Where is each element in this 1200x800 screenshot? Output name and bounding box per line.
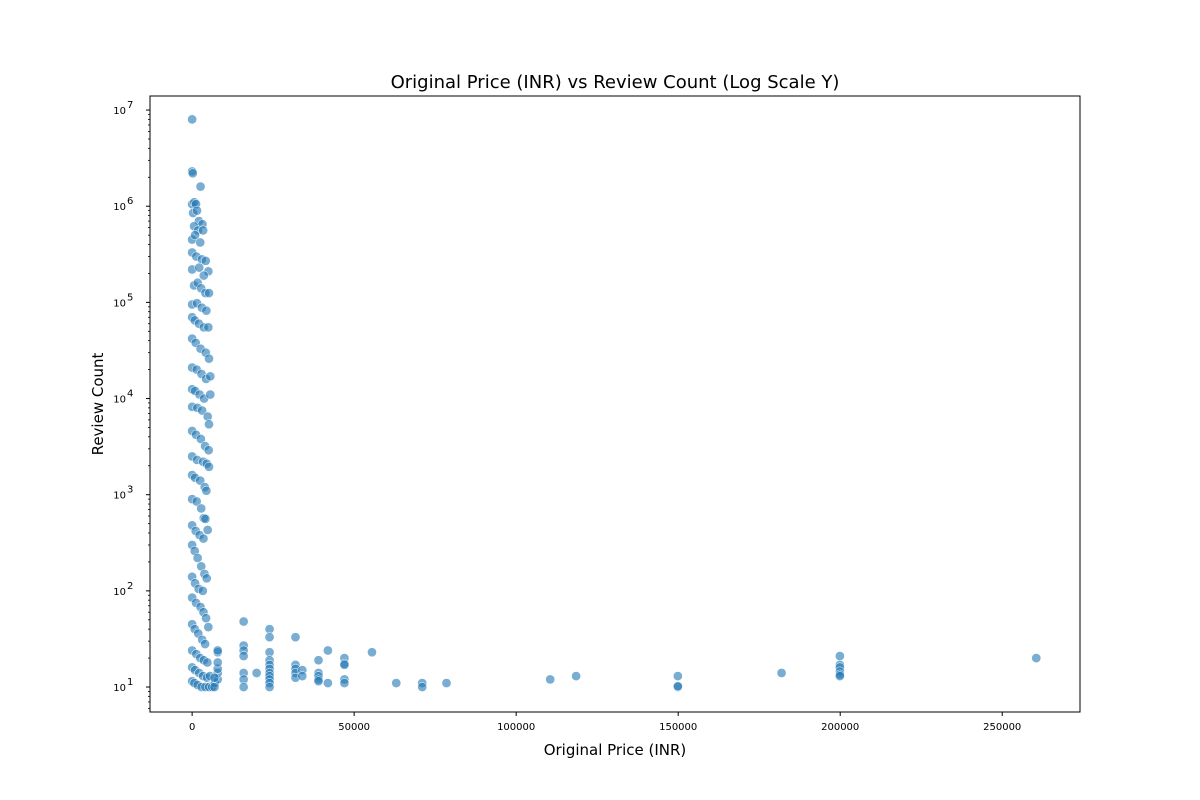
data-point [205, 371, 216, 382]
data-point [313, 655, 324, 666]
y-tick-label: 10 [113, 202, 126, 213]
x-axis: 0 50000 100000 150000 200000 250000 [189, 712, 1021, 733]
data-point [200, 256, 211, 266]
data-point [201, 305, 212, 316]
data-point [264, 632, 275, 643]
data-point [264, 682, 275, 692]
y-tick-label-group: 103 [113, 485, 133, 502]
data-point [201, 573, 212, 584]
data-point [391, 678, 402, 688]
data-point [673, 681, 683, 692]
data-point [367, 647, 377, 658]
data-point [339, 678, 350, 688]
data-point [202, 657, 213, 668]
y-tick-label-group: 104 [113, 389, 133, 406]
data-point [212, 657, 223, 668]
y-tick-label: 10 [113, 106, 126, 117]
y-tick-exponent: 3 [127, 485, 133, 496]
data-point [194, 262, 205, 273]
data-point [290, 632, 301, 643]
plot-area-frame [149, 95, 1081, 713]
data-point [209, 672, 220, 683]
data-point [297, 671, 308, 681]
data-point [200, 514, 211, 524]
data-point [198, 270, 209, 281]
data-point [191, 496, 202, 507]
data-point [673, 671, 683, 681]
x-tick-label: 150000 [659, 722, 697, 733]
y-tick-label-group: 107 [113, 100, 133, 117]
data-point [212, 645, 223, 656]
data-point [323, 645, 333, 656]
data-point [196, 503, 207, 514]
data-point [187, 114, 197, 125]
y-tick-label: 10 [113, 395, 126, 406]
x-tick-label: 250000 [983, 722, 1021, 733]
data-point [192, 205, 202, 216]
data-point [1031, 653, 1042, 663]
y-tick-label: 10 [113, 298, 126, 309]
y-tick-exponent: 2 [127, 581, 133, 592]
x-axis-label: Original Price (INR) [544, 741, 687, 759]
x-tick-label: 0 [189, 722, 195, 733]
data-point [835, 671, 845, 681]
y-tick-label-group: 102 [113, 581, 133, 598]
y-tick-label-group: 106 [113, 196, 133, 213]
y-axis-label: Review Count [89, 352, 107, 455]
data-point [190, 230, 200, 241]
data-point [251, 668, 262, 678]
data-point [313, 676, 324, 687]
data-point [339, 660, 350, 670]
chart-title: Original Price (INR) vs Review Count (Lo… [391, 72, 840, 93]
y-tick-exponent: 6 [127, 196, 133, 207]
data-point [195, 237, 206, 248]
data-point [198, 533, 209, 544]
data-point [204, 353, 214, 364]
data-point [571, 671, 581, 681]
data-point [204, 461, 214, 472]
data-point [323, 678, 333, 688]
data-point [209, 682, 220, 692]
y-tick-label-group: 101 [113, 677, 133, 694]
y-tick-exponent: 7 [127, 100, 133, 111]
data-point [196, 434, 206, 444]
data-point [203, 322, 214, 333]
data-point [205, 389, 216, 400]
y-tick-label: 10 [113, 587, 126, 598]
data-point [204, 419, 214, 430]
data-point [238, 651, 249, 661]
y-tick-exponent: 4 [127, 389, 133, 400]
data-point [202, 525, 213, 535]
data-point [197, 586, 208, 596]
data-point [204, 288, 214, 298]
data-point [545, 674, 556, 685]
data-point [187, 168, 198, 179]
data-point [441, 678, 452, 688]
y-tick-exponent: 5 [127, 292, 133, 303]
data-point [238, 682, 249, 692]
data-point [203, 622, 214, 632]
x-tick-label: 50000 [338, 722, 370, 733]
data-point [201, 613, 211, 624]
data-point [198, 225, 208, 236]
y-tick-label: 10 [113, 683, 126, 694]
data-point [238, 616, 249, 627]
data-point [200, 639, 210, 649]
y-tick-label-group: 105 [113, 292, 133, 309]
y-tick-label: 10 [113, 491, 126, 502]
data-point [201, 485, 212, 496]
data-point [417, 682, 428, 692]
data-point [835, 651, 845, 661]
points-layer [187, 114, 1042, 692]
x-tick-label: 200000 [821, 722, 859, 733]
y-tick-exponent: 1 [127, 677, 133, 688]
data-point [192, 553, 203, 563]
data-point [776, 668, 787, 678]
data-point [195, 181, 206, 192]
data-point [203, 445, 214, 456]
x-tick-label: 100000 [497, 722, 535, 733]
data-point [197, 405, 208, 416]
